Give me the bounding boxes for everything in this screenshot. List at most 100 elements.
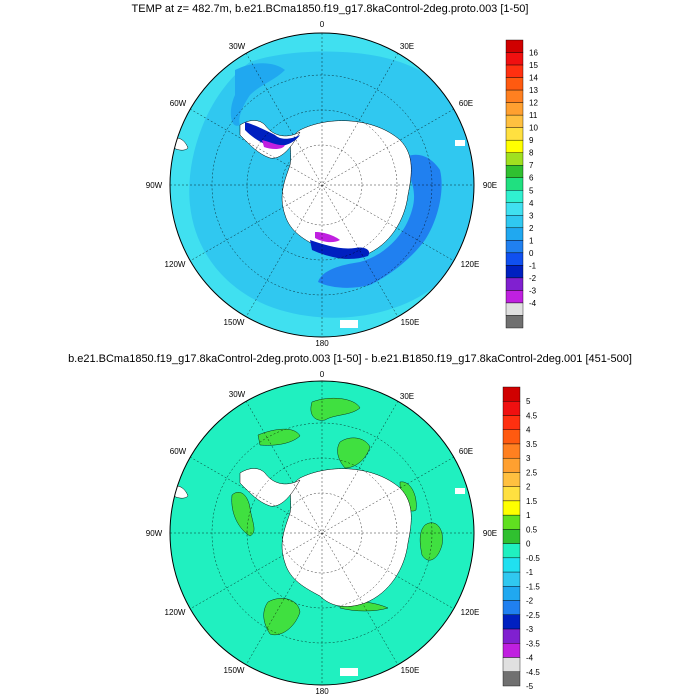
colorbar-label: -3: [529, 286, 537, 295]
coldest-patch-2: [310, 240, 370, 259]
colorbar-swatch: [502, 571, 521, 587]
colorbar-swatch: [502, 429, 521, 445]
colorbar-label: 2: [526, 483, 531, 492]
colorbar-label: 3: [529, 211, 534, 220]
magenta-patch-2: [315, 232, 340, 243]
ocean-cold-region: [230, 63, 285, 126]
colorbar-swatch: [505, 127, 524, 141]
lon-label-180: 180: [315, 687, 329, 696]
lon-label-90w: 90W: [146, 529, 163, 538]
colorbar-swatch: [505, 177, 524, 191]
green-patch-2: [257, 428, 301, 446]
colorbar-label: -5: [526, 682, 534, 691]
colorbar-swatch: [502, 457, 521, 473]
colorbar-label: 2: [529, 224, 534, 233]
antarctic-peninsula-diff: [239, 468, 301, 507]
colorbar-swatch: [502, 543, 521, 559]
green-patch-4: [231, 492, 255, 537]
colorbar-swatch: [505, 77, 524, 91]
colorbar-label: -2: [526, 597, 534, 606]
panel-bottom: b.e21.BCma1850.f19_g17.8kaControl-2deg.p…: [0, 350, 700, 700]
coldest-patch-1: [245, 122, 300, 147]
colorbar-swatch: [505, 64, 524, 78]
colorbar-swatch: [505, 240, 524, 254]
lon-label-30e: 30E: [400, 42, 414, 51]
green-patch-3: [337, 437, 371, 469]
colorbar-swatch: [505, 190, 524, 203]
colorbar-label: 1: [526, 511, 531, 520]
colorbar-label: -0.5: [526, 554, 540, 563]
colorbar-label: -3: [526, 625, 534, 634]
lon-label-180: 180: [315, 339, 329, 348]
colorbar-label: 5: [529, 186, 534, 195]
lon-label-120e: 120E: [461, 608, 480, 617]
colorbar-swatch: [502, 401, 521, 416]
colorbar-label: -2: [529, 274, 537, 283]
colorbar-swatch: [505, 227, 524, 241]
colorbar-label: 0: [526, 540, 531, 549]
lon-label-150e: 150E: [401, 666, 420, 675]
colorbar-swatch: [502, 586, 521, 601]
colorbar-swatch: [505, 139, 524, 153]
colorbar-swatch: [502, 514, 521, 530]
colorbar-bottom: 5 4.5 4 3.5 3 2.5 2 1.5 1 0.5 0 -0.5 -1 -1.5 -2 -2.5 -3 -…: [502, 386, 540, 691]
lon-label-0: 0: [320, 20, 325, 29]
lon-label-60w: 60W: [170, 99, 187, 108]
lon-label-90e: 90E: [483, 181, 497, 190]
colorbar-swatch: [502, 486, 521, 502]
antarctica-land-diff: [281, 468, 412, 607]
colorbar-swatch: [505, 102, 524, 116]
lon-label-30w: 30W: [229, 390, 246, 399]
colorbar-label: -4.5: [526, 668, 540, 677]
lon-label-30e: 30E: [400, 392, 414, 401]
colorbar-swatch: [505, 165, 524, 178]
island-2: [340, 320, 358, 328]
green-patch-6: [419, 522, 443, 561]
green-patch-7: [263, 598, 301, 636]
colorbar-label: 5: [526, 397, 531, 406]
colorbar-swatch: [505, 290, 524, 304]
colorbar-swatch: [502, 614, 521, 630]
colorbar-swatch: [502, 557, 521, 573]
colorbar-label: 15: [529, 61, 538, 70]
map-bottom-svg: 0 30E 60E 90E 120E 150E 180 150W 120W 90…: [146, 370, 541, 696]
magenta-patch-1: [262, 140, 285, 150]
lon-label-120w: 120W: [165, 608, 186, 617]
colorbar-label: 0.5: [526, 525, 538, 534]
colorbar-swatch: [505, 252, 524, 266]
colorbar-swatch: [502, 472, 521, 487]
colorbar-label: 4: [529, 199, 534, 208]
colorbar-swatch: [505, 277, 524, 291]
colorbar-swatch: [505, 265, 524, 279]
lon-label-30w: 30W: [229, 42, 246, 51]
colorbar-label: -4: [526, 654, 534, 663]
colorbar-label: -2.5: [526, 611, 540, 620]
colorbar-swatch: [502, 415, 521, 430]
lon-label-120w: 120W: [165, 260, 186, 269]
lon-label-0: 0: [320, 370, 325, 379]
map-title: TEMP at z= 482.7m, b.e21.BCma1850.f19_g1…: [131, 3, 529, 15]
colorbar-swatch: [505, 315, 524, 329]
colorbar-swatch: [505, 52, 524, 66]
colorbar-swatch: [505, 202, 524, 216]
colorbar-label: 3: [526, 454, 531, 463]
lon-label-90w: 90W: [146, 181, 163, 190]
lon-label-150w: 150W: [224, 666, 245, 675]
colorbar-label: 4.5: [526, 411, 538, 420]
colorbar-swatch: [505, 302, 524, 316]
lon-label-60e: 60E: [459, 99, 473, 108]
colorbar-swatch: [505, 152, 524, 166]
colorbar-swatch: [502, 657, 521, 672]
colorbar-label: -1: [529, 261, 537, 270]
colorbar-label: 12: [529, 99, 538, 108]
colorbar-label: 8: [529, 149, 534, 158]
colorbar-label: 1: [529, 236, 534, 245]
green-patch-1: [310, 397, 361, 421]
colorbar-label: 13: [529, 86, 538, 95]
lon-label-150w: 150W: [224, 318, 245, 327]
colorbar-label: 7: [529, 161, 534, 170]
colorbar-swatch: [502, 529, 521, 544]
lon-label-60w: 60W: [170, 447, 187, 456]
colorbar-label: -1: [526, 568, 534, 577]
